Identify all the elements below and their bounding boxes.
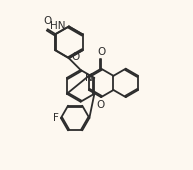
Text: F: F	[53, 113, 59, 123]
Text: HN: HN	[50, 21, 66, 31]
Text: O: O	[96, 100, 104, 110]
Text: O: O	[71, 52, 79, 62]
Text: N: N	[85, 73, 93, 83]
Text: O: O	[43, 16, 52, 26]
Text: O: O	[97, 47, 105, 57]
